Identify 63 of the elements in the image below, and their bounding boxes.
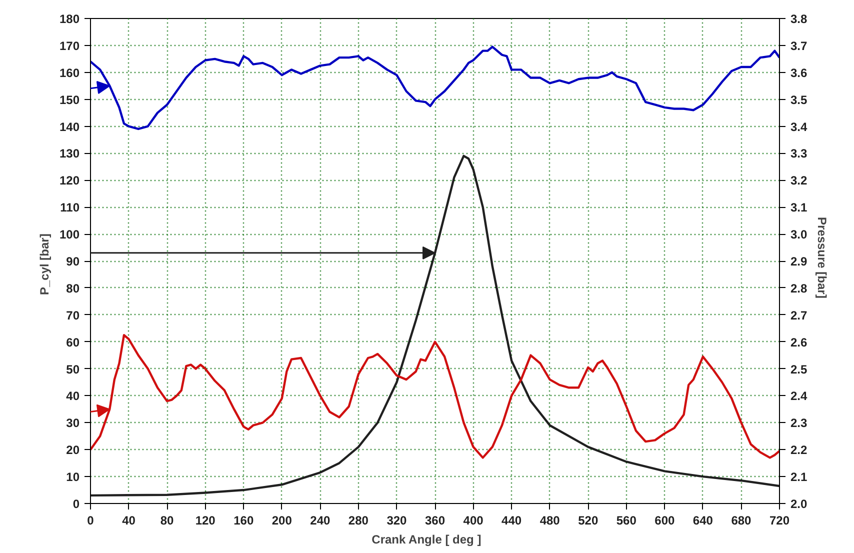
x-tick-label: 680: [731, 514, 752, 528]
y2-tick-label: 3.6: [790, 66, 808, 80]
y-tick-label: 70: [66, 308, 80, 322]
y-tick-label: 150: [59, 92, 80, 107]
line-series: [90, 154, 780, 497]
x-tick-label: 200: [272, 514, 292, 528]
y2-axis-title: Pressure [bar]: [815, 216, 830, 298]
x-tick-label: 480: [540, 514, 560, 528]
y-tick-label: 80: [66, 281, 80, 296]
x-tick-label: 440: [502, 514, 522, 528]
y-tick-label: 160: [59, 66, 80, 80]
x-tick-label: 640: [692, 514, 714, 528]
y-tick-label: 110: [60, 200, 80, 215]
x-tick-label: 240: [310, 514, 331, 528]
x-tick-label: 40: [122, 514, 136, 528]
y-tick-label: 30: [66, 416, 80, 430]
y2-tick-label: 3.2: [790, 174, 808, 188]
y2-tick-label: 2.3: [790, 416, 808, 430]
y-tick-label: 60: [66, 335, 80, 350]
y-tick-label: 10: [66, 470, 80, 484]
y-tick-label: 170: [59, 38, 80, 53]
y2-tick-label: 3.5: [790, 92, 808, 107]
y-tick-label: 20: [66, 443, 80, 458]
x-tick-label: 80: [160, 514, 174, 528]
y2-tick-label: 2.0: [790, 497, 808, 511]
y-tick-label: 180: [59, 12, 80, 26]
y-tick-label: 120: [59, 174, 80, 188]
y-tick-label: 0: [72, 497, 80, 511]
y2-tick-label: 3.4: [790, 120, 808, 134]
line-series: [90, 334, 780, 459]
x-tick-label: 280: [348, 514, 369, 528]
y2-tick-label: 2.1: [790, 470, 808, 484]
x-tick-label: 600: [654, 514, 676, 528]
y2-tick-label: 3.8: [790, 12, 808, 26]
y-tick-label: 50: [66, 362, 80, 376]
y2-tick-label: 2.5: [790, 362, 808, 376]
y-axis-title: P_cyl [bar]: [37, 234, 52, 296]
y2-tick-label: 3.7: [790, 38, 808, 53]
x-tick-label: 320: [386, 514, 408, 528]
y2-tick-label: 2.9: [790, 254, 808, 268]
y2-tick-label: 3.0: [790, 228, 808, 242]
line-series: [90, 46, 780, 130]
x-tick-label: 720: [769, 514, 790, 528]
y2-tick-label: 2.8: [790, 281, 808, 296]
x-tick-label: 360: [424, 514, 446, 528]
y-tick-label: 100: [59, 228, 80, 242]
y2-tick-label: 2.2: [790, 443, 808, 458]
x-tick-label: 120: [195, 514, 216, 528]
x-tick-label: 520: [578, 514, 598, 528]
y2-tick-label: 2.4: [790, 389, 808, 404]
x-tick-label: 400: [463, 514, 484, 528]
x-axis-title: Crank Angle [ deg ]: [372, 532, 482, 546]
y-tick-label: 90: [66, 254, 80, 268]
y-tick-label: 140: [59, 120, 80, 134]
y2-tick-label: 2.6: [790, 335, 808, 350]
y-tick-label: 130: [59, 146, 80, 161]
y2-tick-label: 3.3: [790, 146, 808, 161]
y2-tick-label: 3.1: [790, 200, 808, 215]
y-tick-label: 40: [66, 389, 80, 404]
x-tick-label: 0: [87, 514, 94, 528]
y2-tick-label: 2.7: [790, 308, 808, 322]
x-tick-label: 160: [234, 514, 254, 528]
x-tick-label: 560: [616, 514, 637, 528]
